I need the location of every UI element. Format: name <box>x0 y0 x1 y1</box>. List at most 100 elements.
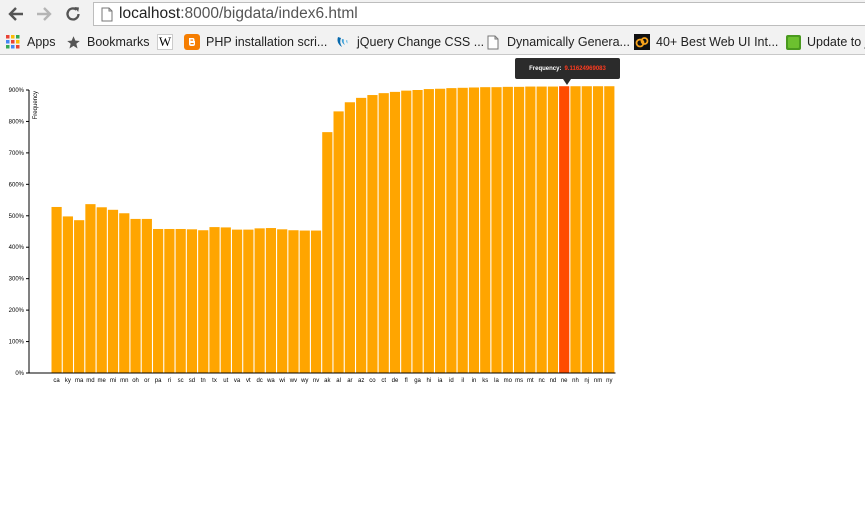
bar-me[interactable] <box>96 207 107 373</box>
bar-ct[interactable] <box>378 93 389 373</box>
bookmarks-bar: Apps Bookmarks W PHP installation scri..… <box>0 29 865 55</box>
x-tick-label-ut: ut <box>223 378 228 384</box>
bookmark-php-installation[interactable]: PHP installation scri... <box>184 33 327 51</box>
bar-ma[interactable] <box>74 220 85 373</box>
bar-dc[interactable] <box>254 228 265 373</box>
bookmark-bookmarks[interactable]: Bookmarks <box>65 33 150 51</box>
tooltip-arrow <box>563 79 571 85</box>
bar-tn[interactable] <box>198 230 209 373</box>
x-tick-label-sc: sc <box>178 378 184 384</box>
y-tick-label: 800% <box>9 119 25 125</box>
bar-mt[interactable] <box>525 86 536 373</box>
bar-wi[interactable] <box>277 229 288 373</box>
bar-nh[interactable] <box>570 86 581 373</box>
bar-nd[interactable] <box>547 86 559 373</box>
y-tick-label: 0% <box>15 371 24 377</box>
bar-sd[interactable] <box>186 229 198 373</box>
bar-la[interactable] <box>491 87 502 374</box>
bar-oh[interactable] <box>130 218 141 373</box>
address-bar[interactable]: localhost:8000/bigdata/index6.html <box>93 2 865 26</box>
bar-ky[interactable] <box>62 216 73 373</box>
bar-nj[interactable] <box>581 86 592 373</box>
bar-wy[interactable] <box>299 230 310 373</box>
bar-sc[interactable] <box>175 228 186 373</box>
bar-ak[interactable] <box>322 132 333 373</box>
bookmark-dynamically-genera[interactable]: Dynamically Genera... <box>485 33 630 51</box>
bar-id[interactable] <box>446 88 457 373</box>
bar-mo[interactable] <box>502 86 513 373</box>
bar-tx[interactable] <box>209 227 220 373</box>
bar-ms[interactable] <box>513 86 525 373</box>
bar-mn[interactable] <box>119 213 130 373</box>
bar-ny[interactable] <box>604 86 615 373</box>
bar-co[interactable] <box>367 95 378 373</box>
bar-az[interactable] <box>356 97 367 373</box>
bar-va[interactable] <box>231 229 243 373</box>
x-tick-label-ky: ky <box>65 378 71 384</box>
x-tick-label-nm: nm <box>594 378 602 384</box>
x-tick-label-ne: ne <box>561 378 568 384</box>
bar-mi[interactable] <box>107 209 119 373</box>
bar-al[interactable] <box>333 111 344 374</box>
bar-nm[interactable] <box>592 86 604 373</box>
bar-wv[interactable] <box>288 230 299 373</box>
back-arrow-icon <box>8 7 23 21</box>
bar-ga[interactable] <box>412 90 423 373</box>
apps-grid-icon <box>5 34 21 50</box>
x-tick-label-nv: nv <box>313 378 319 384</box>
bookmark-label: jQuery Change CSS ... <box>357 35 485 49</box>
bar-in[interactable] <box>468 87 480 374</box>
x-tick-label-co: co <box>369 378 376 384</box>
back-button[interactable] <box>5 3 27 25</box>
y-tick-label: 200% <box>9 308 25 314</box>
bookmark-label: Bookmarks <box>87 35 150 49</box>
bar-fl[interactable] <box>401 90 412 373</box>
reload-button[interactable] <box>62 3 84 25</box>
x-tick-label-il: il <box>461 378 464 384</box>
forward-arrow-icon <box>37 7 52 21</box>
bar-or[interactable] <box>141 218 152 373</box>
bar-nv[interactable] <box>310 230 322 373</box>
bookmark-apps[interactable]: Apps <box>5 33 56 51</box>
bar-wa[interactable] <box>265 228 277 373</box>
bookmark-jquery-change-css[interactable]: jQuery Change CSS ... <box>335 33 484 51</box>
bookmark-update-to-j[interactable]: Update to j <box>785 33 865 51</box>
bar-md[interactable] <box>85 204 96 373</box>
bar-de[interactable] <box>389 91 401 374</box>
bar-vt[interactable] <box>243 229 254 373</box>
x-axis: ca ky ma md me mi mn oh or pa ri sc sd tn tx ut va vt dc wa… <box>29 372 616 384</box>
bar-il[interactable] <box>457 87 468 373</box>
x-tick-label-ks: ks <box>482 378 488 384</box>
bar-ne[interactable] <box>559 86 570 373</box>
x-tick-label-nj: nj <box>584 378 589 384</box>
bar-hi[interactable] <box>423 89 434 373</box>
x-tick-label-ct: ct <box>381 378 386 384</box>
bookmark-40-best-web-ui[interactable]: 40+ Best Web UI Int... <box>634 33 778 51</box>
site-logo-icon <box>634 34 650 50</box>
bar-ia[interactable] <box>435 88 446 373</box>
x-tick-label-tn: tn <box>201 378 206 384</box>
forward-button[interactable] <box>33 3 55 25</box>
x-tick-label-me: me <box>98 378 107 384</box>
browser-toolbar: localhost:8000/bigdata/index6.html <box>0 0 865 29</box>
x-tick-label-de: de <box>392 378 399 384</box>
bar-ri[interactable] <box>164 228 175 373</box>
x-tick-label-hi: hi <box>427 378 432 384</box>
bar-ks[interactable] <box>480 87 491 374</box>
bar-nc[interactable] <box>536 86 547 373</box>
bar-ca[interactable] <box>51 206 62 373</box>
bar-ar[interactable] <box>344 102 355 373</box>
bar-tooltip: Frequency: 9.11624969083 <box>515 58 620 79</box>
x-tick-label-va: va <box>234 378 241 384</box>
x-tick-label-ca: ca <box>53 378 60 384</box>
page-icon <box>101 7 113 21</box>
bookmark-wikipedia[interactable]: W <box>157 33 179 51</box>
x-tick-label-la: la <box>494 378 499 384</box>
x-tick-label-ar: ar <box>347 378 352 384</box>
bar-ut[interactable] <box>220 227 231 373</box>
y-tick-label: 900% <box>9 88 25 94</box>
bar-pa[interactable] <box>153 228 164 373</box>
bookmark-label: Dynamically Genera... <box>507 35 630 49</box>
x-tick-label-oh: oh <box>132 378 139 384</box>
y-tick-label: 300% <box>9 277 25 283</box>
